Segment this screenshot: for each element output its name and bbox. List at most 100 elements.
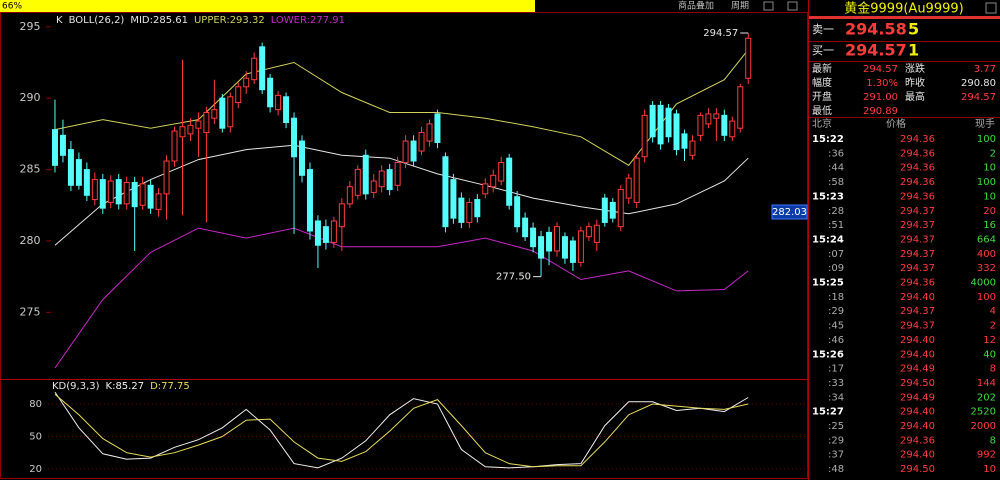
stat-label: 昨收 [905,76,925,89]
trade-volume: 100 [977,134,996,145]
candle-body [394,161,401,186]
candle-body [601,197,608,223]
trade-volume: 202 [977,392,996,403]
candle-body [458,197,465,223]
candle-body [426,123,433,142]
trade-time: :36 [828,148,844,159]
trade-volume: 8 [990,435,996,446]
trade-price: 294.40 [900,421,935,432]
candle-body [386,169,393,191]
candle-body [115,179,122,205]
candle-body [179,126,186,138]
stat-label: 最新 [812,62,832,75]
ask-price: 294.58 [845,20,907,39]
trade-volume: 4 [990,306,996,317]
trade-time: 15:27 [812,407,844,418]
candle-body [561,236,568,259]
trade-time: :34 [828,392,844,403]
candle-body [187,124,194,135]
candle-body [338,203,345,228]
candle-body [330,220,337,243]
trade-price: 294.37 [900,206,935,217]
trades-header: 北京 [812,117,832,130]
trade-volume: 144 [977,378,996,389]
trade-volume: 992 [977,450,996,461]
icon[interactable] [787,1,798,11]
stat-value: 291.00 [863,92,898,103]
trade-volume: 10 [983,464,996,475]
candle-body [322,226,329,243]
stat-label: 最低 [812,104,832,117]
candle-body [538,236,545,259]
overlay-button[interactable]: 商品叠加 [678,0,714,12]
trade-price: 294.36 [900,148,935,159]
candle-body [91,179,98,201]
trade-volume: 16 [983,220,996,231]
candle-body [67,149,74,186]
trade-price: 294.40 [900,450,935,461]
candle-body [705,113,712,125]
candle-body [107,180,114,203]
candle-body [585,226,592,238]
candle-body [195,120,202,129]
candle-body [577,230,584,263]
candle-body [697,114,704,136]
trade-price: 294.37 [900,234,935,245]
trade-time: :37 [828,450,844,461]
trade-volume: 664 [977,234,996,245]
y-tick-label: 50 [29,431,42,442]
trade-price: 294.36 [900,163,935,174]
trade-volume: 10 [983,191,996,202]
stat-value: 294.57 [961,92,996,103]
candle-body [99,179,106,209]
trade-price: 294.40 [900,292,935,303]
candle-body [450,179,457,219]
y-tick-label: 280 [20,234,41,247]
candle-body [259,46,266,91]
icon[interactable] [763,1,774,11]
candle-body [649,104,656,138]
candle-body [219,97,226,129]
candle-body [75,159,82,186]
trade-volume: 400 [977,249,996,260]
trade-volume: 2000 [971,421,996,432]
trade-time: :09 [828,263,844,274]
bid-size: 1 [908,41,919,60]
trade-price: 294.49 [900,392,935,403]
ask-label: 卖一 [812,23,834,36]
trade-time: :28 [828,206,844,217]
candle-body [123,181,130,205]
stat-value: 290.80 [961,78,996,89]
trade-volume: 8 [990,364,996,375]
candle-body [83,169,90,196]
trade-volume: 12 [983,335,996,346]
stat-label: 最高 [905,90,925,103]
candle-body [609,201,616,219]
low-label: 277.50 [496,272,531,283]
candle-body [474,199,481,218]
stat-value: 3.77 [974,64,996,75]
candle-body [530,227,537,248]
kd-line [54,391,749,469]
candle-body [314,220,321,246]
trade-time: 15:24 [812,234,844,245]
candle-body [163,160,170,195]
candle-body [490,174,497,188]
trade-time: :44 [828,163,844,174]
candle-body [681,133,688,149]
icon[interactable] [985,2,997,14]
legend-label: BOLL(26,2) [69,15,125,26]
period-button[interactable]: 周期 [731,1,749,12]
stat-value: 290.89 [863,106,898,117]
candle-body [482,183,489,195]
candle-body [275,94,282,111]
candle-body [506,157,513,206]
candle-body [267,77,274,108]
legend-label: K [56,15,63,26]
candle-body [402,140,409,163]
stat-value: 294.57 [863,64,898,75]
trades-header: 价格 [886,117,906,130]
legend-entry: K:85.27 [106,381,145,392]
trade-volume: 100 [977,292,996,303]
trade-price: 294.37 [900,263,935,274]
